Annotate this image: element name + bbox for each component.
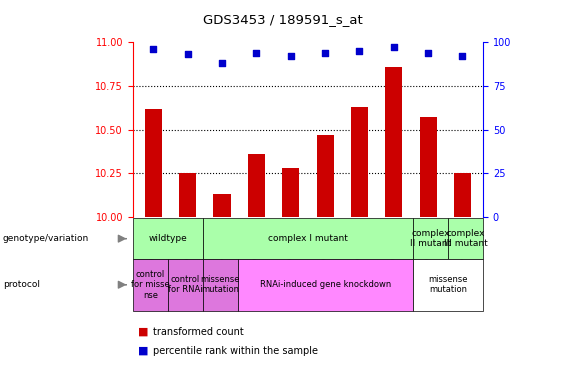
- Text: complex I mutant: complex I mutant: [268, 234, 348, 243]
- Text: control
for RNAi: control for RNAi: [168, 275, 203, 295]
- Point: [424, 50, 433, 56]
- Text: missense
mutation: missense mutation: [201, 275, 240, 295]
- Point: [320, 50, 329, 56]
- Text: ■: ■: [138, 346, 149, 356]
- Text: control
for misse
nse: control for misse nse: [131, 270, 170, 300]
- Text: percentile rank within the sample: percentile rank within the sample: [153, 346, 318, 356]
- Bar: [351, 107, 368, 217]
- Point: [458, 53, 467, 59]
- Point: [286, 53, 295, 59]
- Bar: [248, 154, 265, 217]
- Point: [389, 45, 398, 51]
- Point: [252, 50, 261, 56]
- Point: [183, 51, 192, 58]
- Bar: [454, 173, 471, 217]
- Bar: [282, 168, 299, 217]
- Bar: [179, 173, 196, 217]
- Text: complex
II mutant: complex II mutant: [410, 229, 451, 248]
- Text: missense
mutation: missense mutation: [428, 275, 468, 295]
- Text: ■: ■: [138, 327, 149, 337]
- Point: [149, 46, 158, 52]
- Text: transformed count: transformed count: [153, 327, 244, 337]
- Bar: [316, 135, 334, 217]
- Text: wildtype: wildtype: [149, 234, 187, 243]
- Bar: [420, 118, 437, 217]
- Point: [218, 60, 227, 66]
- Bar: [145, 109, 162, 217]
- Text: genotype/variation: genotype/variation: [3, 234, 89, 243]
- Point: [355, 48, 364, 54]
- Text: RNAi-induced gene knockdown: RNAi-induced gene knockdown: [260, 280, 391, 289]
- Bar: [214, 194, 231, 217]
- Text: protocol: protocol: [3, 280, 40, 289]
- Text: GDS3453 / 189591_s_at: GDS3453 / 189591_s_at: [203, 13, 362, 26]
- Text: complex
III mutant: complex III mutant: [444, 229, 488, 248]
- Bar: [385, 67, 402, 217]
